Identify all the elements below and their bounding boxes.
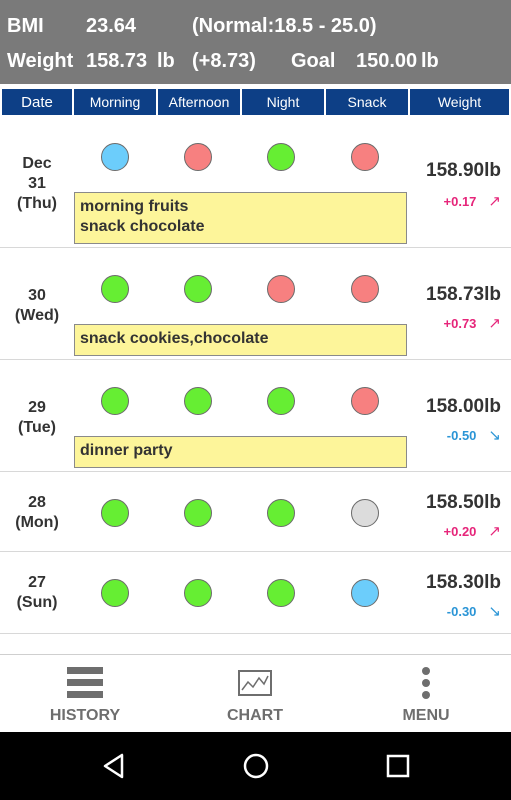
home-icon[interactable]	[241, 751, 271, 781]
night-status-dot[interactable]	[267, 275, 295, 303]
afternoon-status-dot[interactable]	[184, 579, 212, 607]
back-icon[interactable]	[100, 751, 130, 781]
morning-status-dot[interactable]	[101, 499, 129, 527]
trend-up-icon: ↗	[488, 315, 501, 332]
afternoon-status-dot[interactable]	[184, 499, 212, 527]
row-date: Dec 31 (Thu)	[17, 155, 57, 212]
row-note[interactable]: snack cookies,chocolate	[74, 324, 407, 356]
afternoon-status-dot[interactable]	[184, 387, 212, 415]
system-nav-bar	[0, 732, 511, 800]
summary-panel: BMI 23.64 (Normal:18.5 - 25.0) Weight 15…	[0, 0, 511, 84]
bmi-value: 23.64	[86, 15, 137, 37]
column-header-morning[interactable]: Morning	[73, 88, 157, 116]
history-row[interactable]: Dec 31 (Thu) morning fruits snack chocola…	[0, 120, 511, 248]
weight-value: 158.73	[86, 50, 148, 72]
column-header-snack[interactable]: Snack	[325, 88, 409, 116]
row-date: 28 (Mon)	[15, 494, 59, 531]
night-status-dot[interactable]	[267, 499, 295, 527]
snack-status-dot[interactable]	[351, 275, 379, 303]
list-icon	[67, 667, 103, 698]
night-status-dot[interactable]	[267, 387, 295, 415]
column-header-night[interactable]: Night	[241, 88, 325, 116]
row-date: 29 (Tue)	[18, 399, 56, 436]
snack-status-dot[interactable]	[351, 579, 379, 607]
row-weight: 158.30lb	[426, 572, 501, 593]
weight-change: (+8.73)	[192, 50, 256, 72]
morning-status-dot[interactable]	[101, 275, 129, 303]
goal-label: Goal	[291, 50, 336, 72]
snack-status-dot[interactable]	[351, 143, 379, 171]
weight-label: Weight	[7, 50, 74, 72]
row-weight: 158.50lb	[426, 492, 501, 513]
column-header-date[interactable]: Date	[1, 88, 73, 116]
tab-history-label: HISTORY	[49, 707, 121, 724]
row-date: 30 (Wed)	[14, 287, 60, 324]
weight-unit: lb	[157, 50, 175, 72]
bottom-tab-bar: HISTORY CHART MENU	[0, 654, 511, 733]
history-row[interactable]: 29 (Tue) dinner party 158.00lb -0.50 ↘	[0, 360, 511, 472]
recents-icon[interactable]	[383, 751, 413, 781]
row-weight-change: +0.17 ↗	[444, 192, 501, 210]
weight-change-value: +0.17	[443, 194, 477, 209]
table-header: Date Morning Afternoon Night Snack Weigh…	[0, 88, 511, 120]
morning-status-dot[interactable]	[101, 579, 129, 607]
column-header-afternoon[interactable]: Afternoon	[157, 88, 241, 116]
trend-down-icon: ↘	[488, 603, 501, 620]
row-note[interactable]: dinner party	[74, 436, 407, 468]
weight-change-value: -0.50	[446, 428, 477, 443]
tab-chart[interactable]: CHART	[170, 655, 340, 733]
row-weight-change: -0.30 ↘	[447, 602, 501, 620]
bmi-range: (Normal:18.5 - 25.0)	[192, 15, 377, 37]
row-date: 27 (Sun)	[16, 574, 58, 611]
tab-menu-label: MENU	[402, 707, 450, 724]
history-row[interactable]: 28 (Mon) 158.50lb +0.20 ↗	[0, 472, 511, 552]
trend-up-icon: ↗	[488, 193, 501, 210]
row-weight-change: -0.50 ↘	[447, 426, 501, 444]
trend-down-icon: ↘	[488, 427, 501, 444]
more-vertical-icon	[422, 667, 430, 699]
row-weight-change: +0.20 ↗	[444, 522, 501, 540]
row-weight-change: +0.73 ↗	[444, 314, 501, 332]
weight-change-value: +0.20	[443, 524, 477, 539]
weight-change-value: -0.30	[446, 604, 477, 619]
snack-status-dot[interactable]	[351, 499, 379, 527]
row-weight: 158.90lb	[426, 160, 501, 181]
snack-status-dot[interactable]	[351, 387, 379, 415]
afternoon-status-dot[interactable]	[184, 143, 212, 171]
row-note[interactable]: morning fruits snack chocolate	[74, 192, 407, 244]
morning-status-dot[interactable]	[101, 387, 129, 415]
goal-value: 150.00	[356, 50, 418, 72]
history-row[interactable]: 27 (Sun) 158.30lb -0.30 ↘	[0, 552, 511, 634]
trend-up-icon: ↗	[488, 523, 501, 540]
weight-change-value: +0.73	[443, 316, 477, 331]
night-status-dot[interactable]	[267, 579, 295, 607]
chart-icon	[238, 670, 272, 696]
afternoon-status-dot[interactable]	[184, 275, 212, 303]
morning-status-dot[interactable]	[101, 143, 129, 171]
tab-chart-label: CHART	[227, 707, 283, 724]
night-status-dot[interactable]	[267, 143, 295, 171]
column-header-weight[interactable]: Weight	[409, 88, 510, 116]
bmi-label: BMI	[7, 15, 44, 37]
tab-menu[interactable]: MENU	[341, 655, 511, 733]
tab-history[interactable]: HISTORY	[0, 655, 170, 733]
row-weight: 158.00lb	[426, 396, 501, 417]
row-weight: 158.73lb	[426, 284, 501, 305]
goal-unit: lb	[421, 50, 439, 72]
history-row[interactable]: 30 (Wed) snack cookies,chocolate 158.73lb +…	[0, 248, 511, 360]
